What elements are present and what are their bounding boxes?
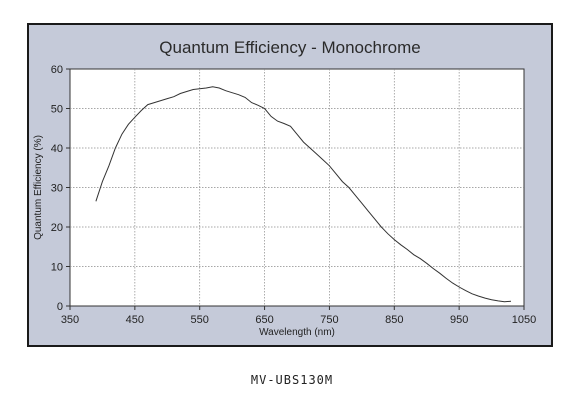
x-tick-label: 1050	[512, 314, 536, 326]
x-tick-label: 750	[320, 314, 338, 326]
y-tick-label: 0	[57, 301, 63, 313]
y-tick-label: 10	[51, 262, 63, 274]
model-caption: MV-UBS130M	[250, 373, 334, 387]
y-tick-label: 40	[51, 143, 63, 155]
grid	[70, 69, 524, 306]
y-tick-label: 60	[51, 64, 63, 76]
x-tick-label: 650	[255, 314, 273, 326]
y-axis-label: Quantum Efficiency (%)	[33, 135, 44, 240]
chart-title: Quantum Efficiency - Monochrome	[159, 38, 420, 57]
x-axis-label: Wavelength (nm)	[259, 327, 335, 338]
x-tick-label: 450	[126, 314, 144, 326]
y-axis-ticks: 0 10 20 30 40 50 60	[51, 64, 70, 313]
y-tick-label: 30	[51, 183, 63, 195]
series-line	[95, 86, 512, 303]
x-tick-label: 350	[61, 314, 79, 326]
y-tick-label: 50	[51, 104, 63, 116]
x-tick-label: 950	[450, 314, 468, 326]
x-tick-label: 850	[385, 314, 403, 326]
y-tick-label: 20	[51, 222, 63, 234]
x-tick-label: 550	[191, 314, 209, 326]
plot-area	[69, 68, 525, 307]
x-axis-ticks: 350 450 550 650 750 850 950 1050	[61, 306, 536, 326]
